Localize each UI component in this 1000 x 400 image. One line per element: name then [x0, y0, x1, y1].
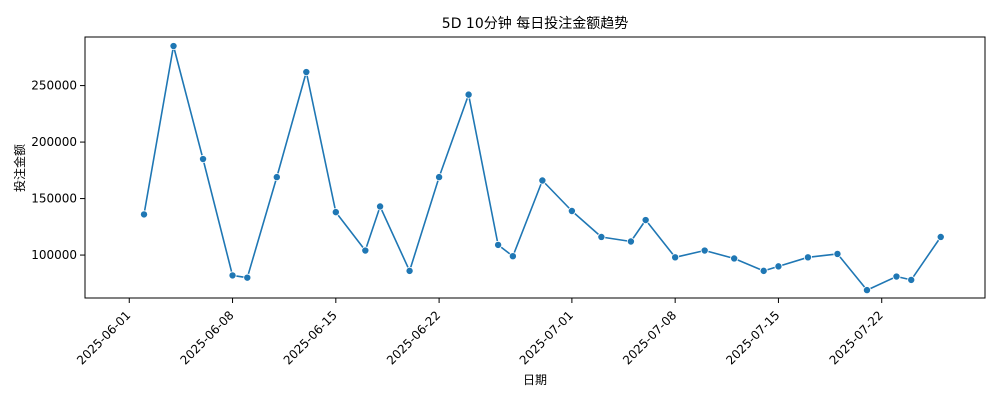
data-point [862, 286, 871, 295]
y-axis: 100000 150000 200000 250000 [31, 79, 85, 262]
series-line [143, 45, 942, 291]
data-point [730, 254, 739, 263]
x-tick-label: 2025-07-08 [620, 308, 679, 367]
x-tick-label: 2025-06-22 [384, 308, 443, 367]
data-point [272, 173, 281, 182]
series-layer [140, 42, 945, 295]
data-point [302, 68, 311, 77]
data-point [597, 232, 606, 241]
data-point [936, 232, 945, 241]
x-tick-label: 2025-07-15 [723, 308, 782, 367]
data-point [376, 202, 385, 211]
data-point [626, 237, 635, 246]
x-tick-label: 2025-07-01 [517, 308, 576, 367]
data-point [803, 253, 812, 262]
x-axis: 2025-06-01 2025-06-08 2025-06-15 2025-06-22… [74, 298, 886, 367]
data-point [228, 271, 237, 280]
data-point [759, 266, 768, 275]
data-point [169, 42, 178, 51]
x-tick-label: 2025-06-15 [281, 308, 340, 367]
plot-frame [84, 36, 986, 299]
data-point [405, 266, 414, 275]
data-point [538, 176, 547, 185]
data-point [907, 275, 916, 284]
chart-title: 5D 10分钟 每日投注金额趋势 [442, 15, 628, 32]
data-point [641, 216, 650, 225]
data-point [892, 272, 901, 281]
y-tick-label: 250000 [31, 79, 77, 93]
x-axis-label: 日期 [523, 373, 547, 387]
data-point [361, 246, 370, 255]
data-point [435, 173, 444, 182]
x-tick-label: 2025-06-08 [177, 308, 236, 367]
data-point [331, 208, 340, 217]
data-point [671, 253, 680, 262]
data-point [508, 252, 517, 261]
data-point [774, 262, 783, 271]
data-point [833, 249, 842, 258]
x-tick-label: 2025-07-22 [827, 308, 886, 367]
x-tick-label: 2025-06-01 [74, 308, 133, 367]
y-tick-label: 100000 [31, 248, 77, 262]
y-axis-label: 投注金额 [12, 144, 27, 192]
data-point [464, 90, 473, 99]
data-point [700, 246, 709, 255]
data-point [494, 240, 503, 249]
data-point [140, 210, 149, 219]
data-point [199, 155, 208, 164]
y-tick-label: 200000 [31, 135, 77, 149]
y-tick-label: 150000 [31, 192, 77, 206]
data-point [243, 273, 252, 282]
data-point [567, 206, 576, 215]
